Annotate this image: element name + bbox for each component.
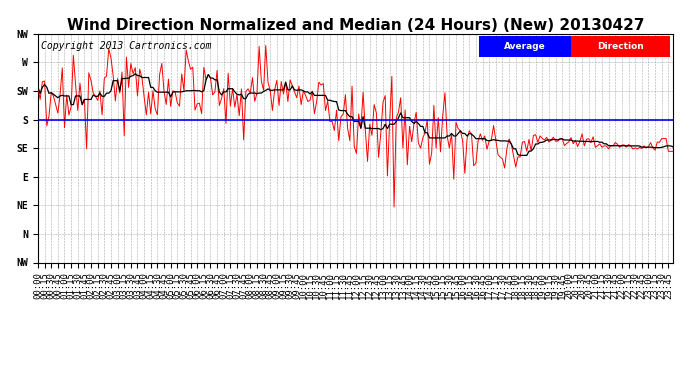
Text: Copyright 2013 Cartronics.com: Copyright 2013 Cartronics.com [41,40,212,51]
Title: Wind Direction Normalized and Median (24 Hours) (New) 20130427: Wind Direction Normalized and Median (24… [67,18,644,33]
